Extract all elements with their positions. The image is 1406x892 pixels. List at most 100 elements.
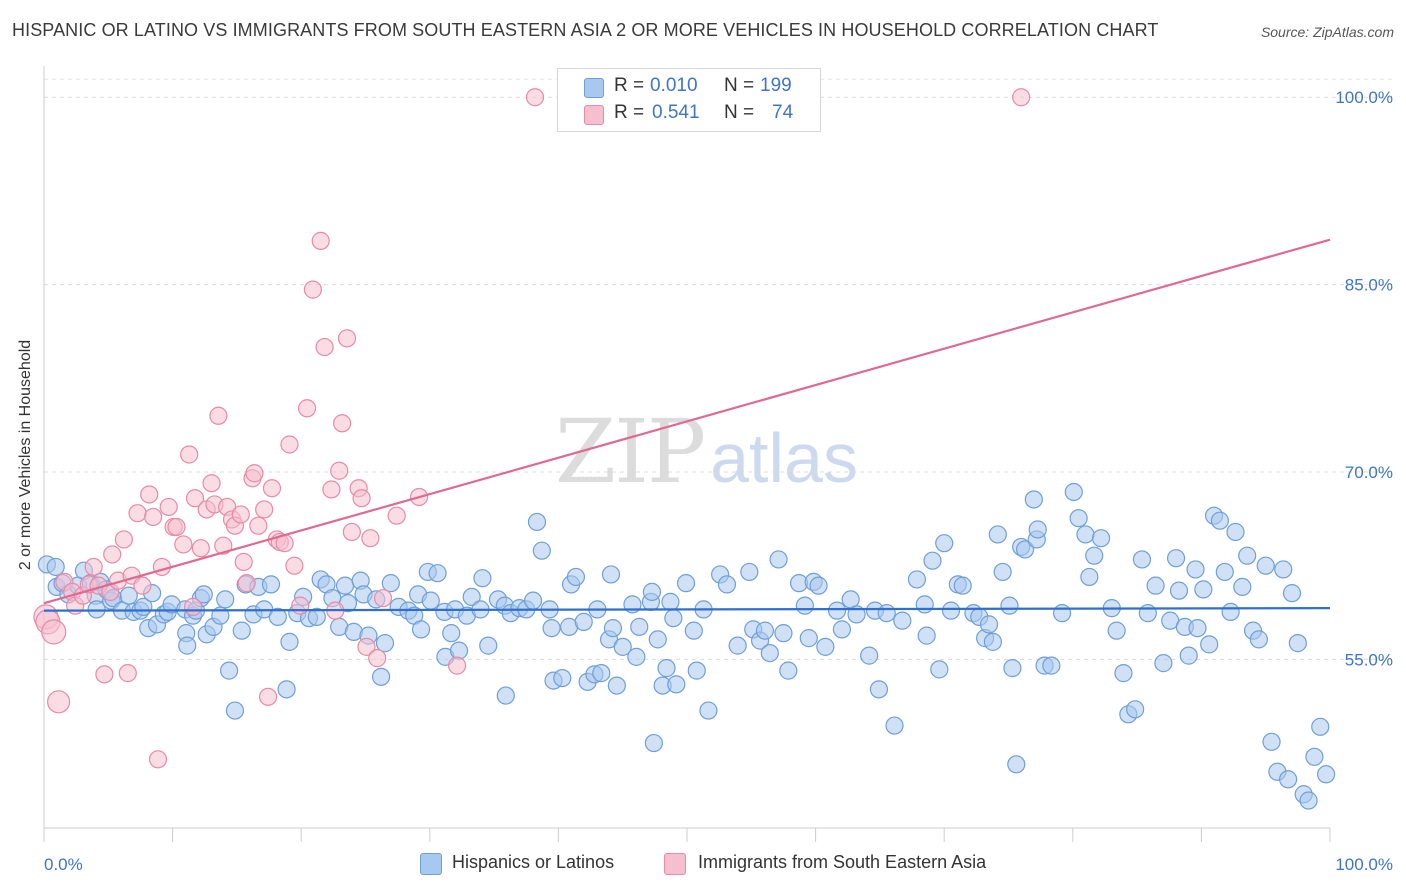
hispanic-point	[799, 629, 818, 648]
hispanic-point	[1064, 482, 1083, 502]
hispanic-point	[532, 541, 551, 560]
hispanic-point	[613, 637, 632, 656]
hispanic-point	[1186, 560, 1205, 579]
hispanic-point	[428, 564, 447, 583]
hispanic-point	[1091, 529, 1111, 548]
sea-immigrant-point	[291, 596, 310, 615]
hispanic-point	[220, 661, 239, 680]
hispanic-point	[280, 632, 299, 651]
sea-immigrant-point	[183, 597, 203, 616]
hispanic-point	[893, 611, 912, 630]
legend-item-label: Hispanics or Latinos	[452, 852, 615, 872]
hispanic-point	[592, 664, 611, 683]
sea-immigrant-point	[342, 522, 361, 542]
legend-swatch-pink	[584, 105, 604, 125]
hispanic-point	[930, 660, 949, 679]
hispanic-point	[473, 569, 492, 588]
sea-immigrant-point	[148, 750, 168, 769]
sea-immigrant-point	[209, 406, 228, 425]
hispanic-point	[603, 619, 623, 638]
source-label: Source: ZipAtlas.com	[1260, 24, 1394, 40]
hispanic-point	[449, 641, 469, 660]
legend-swatch-blue	[420, 853, 442, 875]
hispanic-point	[941, 601, 961, 620]
hispanic-point	[421, 591, 440, 610]
hispanic-point	[1132, 550, 1152, 569]
hispanic-point	[1069, 509, 1088, 528]
hispanic-point	[553, 668, 572, 688]
sea-immigrant-point	[333, 414, 352, 433]
sea-immigrant-point	[262, 479, 282, 498]
hispanic-point	[774, 624, 793, 643]
hispanic-point	[194, 585, 213, 604]
hispanic-point	[371, 667, 391, 686]
hispanic-point	[442, 624, 461, 643]
sea-immigrant-point	[297, 399, 317, 418]
sea-immigrant-point	[361, 529, 380, 548]
hispanic-point	[877, 604, 896, 623]
sea-immigrant-point	[231, 505, 250, 524]
sea-immigrant-point	[237, 574, 256, 593]
sea-immigrant-point	[95, 665, 114, 684]
hispanic-point	[1114, 664, 1133, 683]
sea-immigrant-point	[249, 516, 268, 535]
hispanic-point	[1000, 596, 1019, 615]
hispanic-point	[1249, 630, 1268, 649]
sea-immigrant-point	[180, 445, 199, 464]
sea-immigrant-point	[133, 576, 152, 595]
hispanic-point	[630, 617, 649, 636]
hispanic-point	[1003, 659, 1022, 678]
hispanic-point	[411, 620, 431, 639]
hispanic-point	[1279, 770, 1298, 789]
series-legend: Hispanics or Latinos Immigrants from Sou…	[0, 852, 1406, 878]
hispanic-point	[676, 574, 696, 593]
hispanic-point	[699, 701, 718, 720]
chart-title: HISPANIC OR LATINO VS IMMIGRANTS FROM SO…	[12, 20, 1159, 40]
hispanic-point	[1107, 621, 1126, 640]
hispanic-point	[1317, 765, 1336, 784]
hispanic-point	[1305, 747, 1324, 766]
hispanic-point	[496, 686, 515, 705]
hispanic-point	[917, 626, 936, 645]
hispanic-point	[574, 612, 593, 631]
hispanic-point	[607, 676, 626, 695]
hispanic-point	[1200, 635, 1219, 654]
hispanic-point	[664, 609, 683, 628]
hispanic-point	[769, 550, 788, 569]
sea-immigrant-point	[167, 517, 186, 537]
sea-immigrant-point	[447, 656, 467, 675]
sea-immigrant-point	[255, 500, 274, 519]
hispanic-point	[1076, 525, 1095, 544]
hispanic-point	[993, 562, 1012, 582]
hispanic-point	[216, 590, 235, 609]
x-tick-label: 0.0%	[44, 855, 83, 874]
legend-r-label: R =	[614, 102, 645, 123]
hispanic-point	[1256, 556, 1275, 575]
hispanic-point	[1126, 700, 1145, 719]
x-tick-label: 100.0%	[1335, 855, 1393, 874]
hispanic-point	[1146, 576, 1165, 595]
sea-immigrant-point	[128, 504, 147, 523]
hispanic-point	[915, 595, 934, 614]
hispanic-point	[527, 512, 547, 532]
hispanic-point	[1221, 602, 1240, 621]
hispanic-point	[1007, 755, 1026, 774]
y-tick-label: 55.0%	[1345, 650, 1393, 669]
hispanic-point	[1262, 732, 1281, 751]
hispanic-point	[907, 570, 927, 589]
hispanic-point	[87, 600, 106, 619]
sea-immigrant-point	[144, 507, 163, 527]
hispanic-point	[953, 576, 972, 595]
hispanic-point	[1299, 791, 1318, 810]
hispanic-point	[869, 680, 889, 699]
hispanic-point	[178, 636, 197, 655]
sea-immigrant-point	[322, 480, 341, 499]
hispanic-point	[760, 644, 779, 663]
sea-immigrant-point	[285, 556, 304, 575]
legend-r-value: 0.541	[652, 102, 700, 123]
hispanic-point	[523, 591, 543, 610]
hispanic-point	[1288, 634, 1307, 653]
hispanic-point	[1166, 549, 1186, 568]
sea-immigrant-point	[337, 329, 357, 348]
